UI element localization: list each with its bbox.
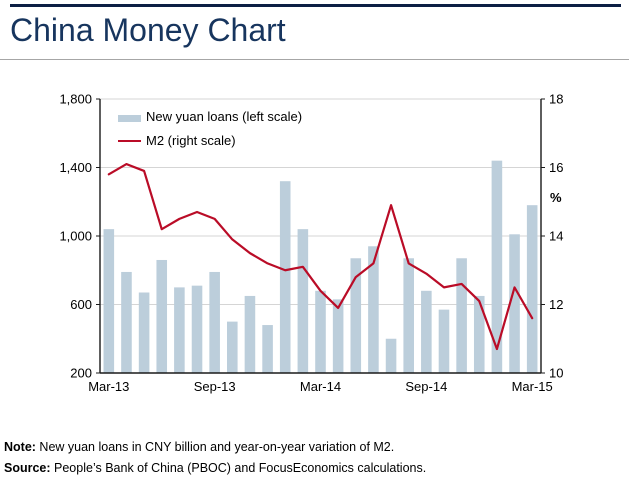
- svg-text:Sep-13: Sep-13: [194, 379, 236, 394]
- svg-text:Mar-13: Mar-13: [88, 379, 129, 394]
- svg-text:Mar-14: Mar-14: [300, 379, 341, 394]
- svg-text:14: 14: [549, 229, 563, 244]
- svg-text:600: 600: [70, 297, 92, 312]
- svg-text:12: 12: [549, 297, 563, 312]
- svg-text:1,000: 1,000: [59, 229, 92, 244]
- svg-text:Mar-15: Mar-15: [512, 379, 553, 394]
- svg-text:18: 18: [549, 92, 563, 107]
- svg-text:Sep-14: Sep-14: [405, 379, 447, 394]
- svg-text:1,800: 1,800: [59, 92, 92, 107]
- svg-text:1,400: 1,400: [59, 160, 92, 175]
- svg-text:16: 16: [549, 160, 563, 175]
